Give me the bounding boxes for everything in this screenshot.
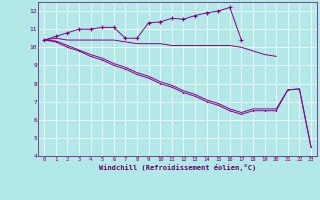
X-axis label: Windchill (Refroidissement éolien,°C): Windchill (Refroidissement éolien,°C)	[99, 164, 256, 171]
